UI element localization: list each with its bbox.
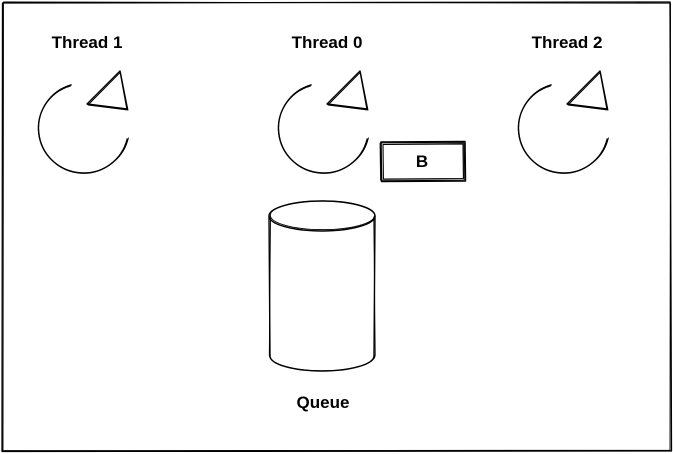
- task-box-b: B: [379, 140, 467, 183]
- queue-label: Queue: [297, 393, 350, 412]
- thread-0: Thread 0: [277, 33, 369, 174]
- cycle-icon: [517, 70, 609, 174]
- thread-1: Thread 1: [37, 33, 129, 174]
- queue-cylinder: [268, 200, 376, 372]
- task-box-label: B: [416, 152, 428, 171]
- thread-1-label: Thread 1: [52, 33, 123, 52]
- cycle-icon: [37, 70, 129, 174]
- thread-2-label: Thread 2: [532, 33, 603, 52]
- thread-2: Thread 2: [517, 33, 609, 174]
- thread-0-label: Thread 0: [292, 33, 363, 52]
- cycle-icon: [277, 70, 369, 174]
